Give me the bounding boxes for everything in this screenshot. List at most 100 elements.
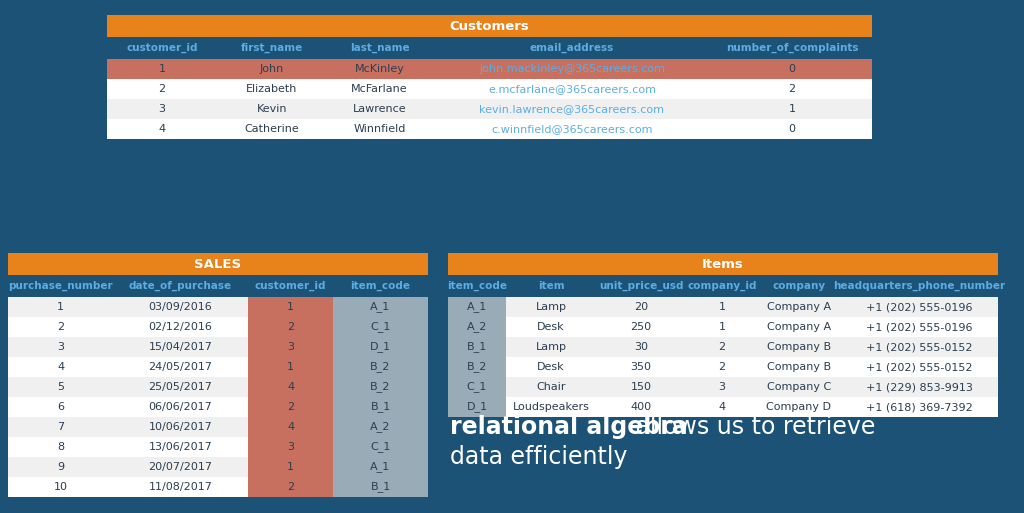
FancyBboxPatch shape	[113, 297, 248, 317]
Text: 4: 4	[719, 402, 726, 412]
FancyBboxPatch shape	[248, 437, 333, 457]
FancyBboxPatch shape	[333, 297, 428, 317]
Text: SALES: SALES	[195, 258, 242, 270]
Text: D_1: D_1	[467, 402, 487, 412]
FancyBboxPatch shape	[596, 377, 686, 397]
FancyBboxPatch shape	[840, 377, 998, 397]
FancyBboxPatch shape	[506, 297, 596, 317]
FancyBboxPatch shape	[8, 437, 113, 457]
FancyBboxPatch shape	[712, 99, 872, 119]
Text: C_1: C_1	[371, 442, 391, 452]
Text: Desk: Desk	[538, 362, 565, 372]
Text: 10/06/2017: 10/06/2017	[148, 422, 212, 432]
Text: 250: 250	[631, 322, 651, 332]
Text: B_2: B_2	[371, 362, 391, 372]
FancyBboxPatch shape	[113, 457, 248, 477]
Text: 1: 1	[287, 302, 294, 312]
Text: A_1: A_1	[371, 462, 390, 472]
Text: Catherine: Catherine	[245, 124, 299, 134]
Text: customer_id: customer_id	[126, 43, 198, 53]
FancyBboxPatch shape	[596, 297, 686, 317]
Text: 7: 7	[57, 422, 65, 432]
FancyBboxPatch shape	[113, 437, 248, 457]
Text: kevin.lawrence@365careers.com: kevin.lawrence@365careers.com	[479, 104, 665, 114]
Text: john.mackinley@365careers.com: john.mackinley@365careers.com	[479, 64, 665, 74]
FancyBboxPatch shape	[327, 79, 432, 99]
FancyBboxPatch shape	[840, 297, 998, 317]
Text: Company C: Company C	[767, 382, 831, 392]
FancyBboxPatch shape	[333, 317, 428, 337]
FancyBboxPatch shape	[8, 275, 428, 297]
FancyBboxPatch shape	[596, 337, 686, 357]
FancyBboxPatch shape	[506, 337, 596, 357]
FancyBboxPatch shape	[758, 397, 840, 417]
FancyBboxPatch shape	[686, 357, 758, 377]
Text: 1: 1	[788, 104, 796, 114]
FancyBboxPatch shape	[248, 457, 333, 477]
Text: 1: 1	[287, 362, 294, 372]
Text: 20/07/2017: 20/07/2017	[148, 462, 213, 472]
Text: 13/06/2017: 13/06/2017	[148, 442, 212, 452]
FancyBboxPatch shape	[596, 357, 686, 377]
FancyBboxPatch shape	[712, 79, 872, 99]
FancyBboxPatch shape	[840, 317, 998, 337]
FancyBboxPatch shape	[449, 337, 506, 357]
Text: +1 (229) 853-9913: +1 (229) 853-9913	[865, 382, 973, 392]
FancyBboxPatch shape	[327, 119, 432, 139]
FancyBboxPatch shape	[432, 79, 712, 99]
FancyBboxPatch shape	[449, 377, 506, 397]
Text: 20: 20	[634, 302, 648, 312]
Text: A_1: A_1	[467, 302, 487, 312]
FancyBboxPatch shape	[686, 377, 758, 397]
Text: +1 (202) 555-0152: +1 (202) 555-0152	[865, 342, 972, 352]
FancyBboxPatch shape	[840, 337, 998, 357]
Text: 4: 4	[159, 124, 166, 134]
Text: Customers: Customers	[450, 19, 529, 32]
FancyBboxPatch shape	[596, 317, 686, 337]
Text: 1: 1	[159, 64, 166, 74]
FancyBboxPatch shape	[8, 417, 113, 437]
Text: B_2: B_2	[371, 382, 391, 392]
Text: 10: 10	[53, 482, 68, 492]
Text: 2: 2	[788, 84, 796, 94]
Text: 0: 0	[788, 124, 796, 134]
FancyBboxPatch shape	[106, 37, 872, 59]
FancyBboxPatch shape	[248, 417, 333, 437]
Text: +1 (202) 555-0196: +1 (202) 555-0196	[865, 302, 972, 312]
FancyBboxPatch shape	[506, 377, 596, 397]
Text: relational algebra: relational algebra	[450, 415, 688, 439]
Text: 4: 4	[287, 422, 294, 432]
FancyBboxPatch shape	[217, 59, 327, 79]
FancyBboxPatch shape	[506, 357, 596, 377]
FancyBboxPatch shape	[449, 253, 998, 275]
Text: 03/09/2016: 03/09/2016	[148, 302, 212, 312]
Text: Winnfield: Winnfield	[353, 124, 406, 134]
FancyBboxPatch shape	[449, 317, 506, 337]
Text: 5: 5	[57, 382, 63, 392]
Text: 2: 2	[287, 322, 294, 332]
Text: company_id: company_id	[687, 281, 757, 291]
Text: c.winnfield@365careers.com: c.winnfield@365careers.com	[492, 124, 652, 134]
FancyBboxPatch shape	[758, 337, 840, 357]
FancyBboxPatch shape	[449, 275, 998, 297]
Text: 6: 6	[57, 402, 63, 412]
Text: 2: 2	[57, 322, 65, 332]
Text: 4: 4	[57, 362, 65, 372]
Text: 2: 2	[719, 362, 726, 372]
Text: 3: 3	[719, 382, 725, 392]
Text: data efficiently: data efficiently	[450, 445, 628, 469]
Text: 9: 9	[57, 462, 65, 472]
Text: last_name: last_name	[349, 43, 410, 53]
Text: headquarters_phone_number: headquarters_phone_number	[833, 281, 1006, 291]
FancyBboxPatch shape	[248, 297, 333, 317]
FancyBboxPatch shape	[248, 477, 333, 497]
Text: 3: 3	[159, 104, 166, 114]
FancyBboxPatch shape	[248, 397, 333, 417]
Text: Kevin: Kevin	[257, 104, 288, 114]
Text: +1 (618) 369-7392: +1 (618) 369-7392	[865, 402, 973, 412]
Text: D_1: D_1	[370, 342, 391, 352]
Text: item_code: item_code	[350, 281, 411, 291]
FancyBboxPatch shape	[113, 377, 248, 397]
Text: Elizabeth: Elizabeth	[247, 84, 298, 94]
Text: 2: 2	[159, 84, 166, 94]
